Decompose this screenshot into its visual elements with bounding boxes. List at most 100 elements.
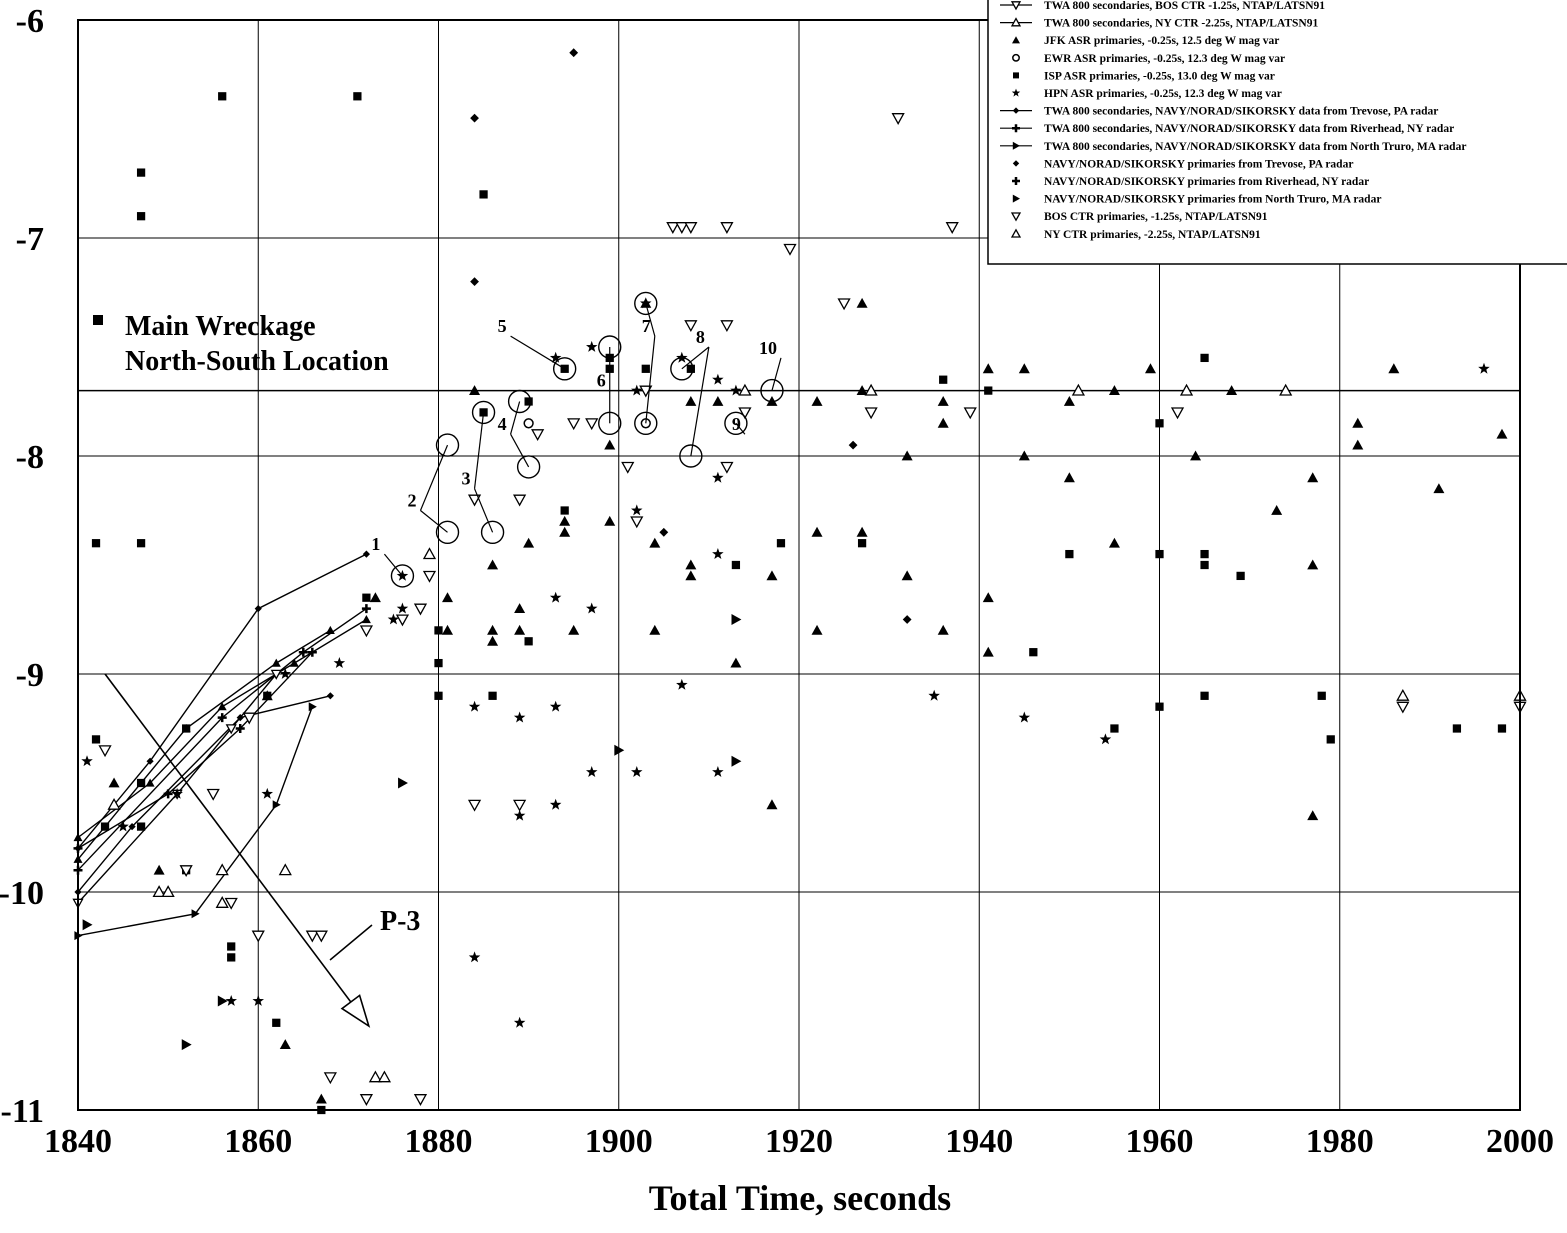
series-0-point-61 [1433, 483, 1445, 494]
series-0-point-8 [469, 385, 481, 395]
series-1-point-20 [434, 691, 443, 700]
series-5-point-40 [1396, 701, 1410, 714]
series-6-point-9 [738, 383, 752, 396]
track-line-6 [77, 706, 313, 937]
series-1-point-42 [1155, 702, 1164, 711]
callout-circle-7 [552, 357, 577, 381]
y-tick-label-2: -8 [16, 439, 44, 476]
series-2-point-35 [1018, 711, 1031, 723]
series-5-point-29 [720, 222, 734, 234]
series-2-point-1 [117, 820, 129, 832]
track-4-point-2 [235, 724, 245, 733]
series-5-point-14 [422, 570, 437, 583]
callout-leader-3 [473, 412, 485, 489]
series-0-point-43 [982, 592, 994, 603]
series-1-point-46 [1200, 691, 1209, 700]
series-1-point-5 [136, 539, 146, 548]
series-2-point-17 [549, 798, 562, 810]
series-2-point-0 [81, 755, 93, 767]
callout-label-4: 4 [498, 414, 507, 434]
series-5-point-5 [251, 930, 265, 943]
series-6-point-5 [278, 863, 292, 876]
series-0-point-19 [604, 439, 616, 450]
series-5-point-11 [395, 614, 410, 627]
callout-label-2: 2 [407, 491, 416, 511]
series-2-point-4 [252, 995, 264, 1006]
series-5-point-36 [891, 113, 905, 125]
series-1-point-31 [686, 364, 695, 373]
x-tick-label-5: 1940 [945, 1123, 1013, 1160]
plot-frame [77, 19, 1521, 1111]
series-6-point-3 [215, 896, 229, 908]
callout-circle-12 [670, 357, 694, 381]
callout-leader-15 [771, 357, 782, 391]
series-5-point-16 [467, 494, 482, 507]
track-line-7 [77, 673, 277, 904]
series-5-point-32 [738, 407, 752, 420]
series-5-point-18 [513, 494, 527, 507]
callout-circle-4 [480, 520, 505, 544]
legend-marker-1 [1010, 17, 1022, 27]
callout-label-6: 6 [597, 371, 606, 391]
track-line-2 [77, 618, 367, 839]
legend-box [987, 0, 1567, 265]
series-4-point-5 [731, 614, 742, 625]
series-1-point-25 [524, 637, 533, 646]
series-0-point-7 [442, 624, 454, 635]
track-6-point-2 [272, 800, 281, 810]
x-tick-label-7: 1980 [1306, 1123, 1374, 1160]
p3-label: P-3 [380, 906, 420, 937]
series-1-point-2 [100, 822, 110, 831]
series-2-point-34 [928, 689, 940, 701]
series-2-point-27 [676, 678, 688, 690]
series-2-point-30 [712, 548, 724, 559]
callout-leader-11 [645, 336, 656, 424]
callout-label-1: 1 [371, 534, 380, 554]
series-2-point-7 [333, 657, 346, 668]
callout-leader-5 [510, 401, 521, 435]
series-1-point-11 [227, 942, 236, 951]
series-5-point-22 [621, 461, 635, 474]
series-5-point-20 [567, 418, 581, 431]
series-0-point-39 [937, 417, 949, 428]
series-1-point-12 [227, 953, 236, 962]
series-5-point-4 [242, 712, 256, 725]
series-0-point-60 [1388, 363, 1400, 374]
series-0-point-4 [315, 1093, 327, 1104]
series-2-point-20 [586, 602, 598, 614]
x-tick-label-6: 1960 [1126, 1123, 1194, 1160]
track-2-point-3 [289, 658, 299, 667]
series-0-point-9 [487, 559, 499, 570]
series-2-point-18 [549, 591, 562, 603]
legend-label-9: NAVY/NORAD/SIKORSKY primaries from Trevo… [1044, 158, 1353, 170]
track-6-point-1 [191, 909, 200, 919]
numbered-callouts: 1 2 3 4 5 6 7 8 9 10 [371, 291, 784, 588]
series-0-point-27 [730, 657, 742, 668]
series-3-point-4 [848, 440, 858, 450]
series-0-point-29 [766, 570, 778, 581]
x-tick-label-2: 1880 [405, 1123, 473, 1160]
series-4-point-1 [181, 1039, 192, 1051]
callout-circle-11 [634, 411, 658, 435]
series-5-point-39 [1170, 407, 1185, 420]
track-4-point-3 [307, 647, 317, 657]
series-1-point-35 [939, 375, 948, 384]
series-1-point-41 [1155, 549, 1164, 559]
series-1-point-45 [1200, 560, 1209, 570]
series-2-point-12 [468, 951, 481, 963]
series-1-point-19 [434, 658, 443, 668]
callout-leader-2 [420, 510, 448, 533]
series-0-point-42 [982, 363, 994, 374]
legend-label-13: NY CTR primaries, -2.25s, NTAP/LATSN91 [1044, 229, 1261, 241]
series-5-point-7 [314, 930, 328, 943]
series-1-point-43 [1200, 353, 1209, 363]
series-5-point-13 [413, 603, 428, 616]
legend-label-4: ISP ASR primaries, -0.25s, 13.0 deg W ma… [1044, 70, 1275, 82]
main-wreckage-marker [93, 315, 103, 325]
x-tick-label-4: 1920 [765, 1123, 833, 1160]
series-2-point-29 [712, 471, 724, 483]
series-1-point-18 [434, 626, 443, 635]
series-5-point-3 [224, 897, 238, 910]
legend-marker-2 [1012, 36, 1020, 44]
series-1-point-49 [1326, 735, 1335, 744]
